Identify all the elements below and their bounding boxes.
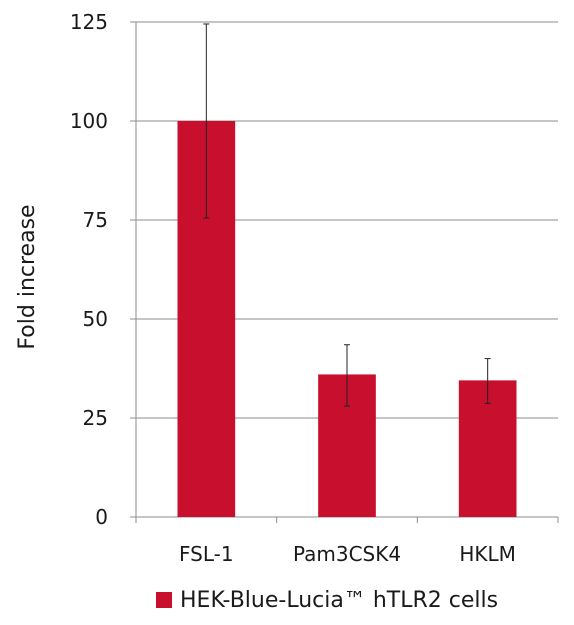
y-tick-labels: 0 25 50 75 100 125 (70, 10, 108, 529)
legend-swatch (156, 592, 172, 608)
y-tick-label: 100 (70, 109, 108, 133)
y-tick-label: 0 (95, 505, 108, 529)
legend: HEK-Blue-Lucia™ hTLR2 cells (156, 585, 498, 615)
x-tick-labels: FSL-1 Pam3CSK4 HKLM (179, 542, 516, 566)
error-bars (203, 23, 491, 407)
y-axis-label: Fold increase (15, 204, 40, 349)
x-tick-label: HKLM (459, 542, 516, 566)
y-tick-label: 75 (83, 208, 108, 232)
y-tick-label: 125 (70, 10, 108, 34)
legend-label: HEK-Blue-Lucia™ hTLR2 cells (180, 587, 499, 613)
x-tick-label: Pam3CSK4 (293, 542, 401, 566)
x-tick-label: FSL-1 (179, 542, 234, 566)
y-tick-label: 50 (83, 307, 108, 331)
y-tick-label: 25 (83, 406, 108, 430)
